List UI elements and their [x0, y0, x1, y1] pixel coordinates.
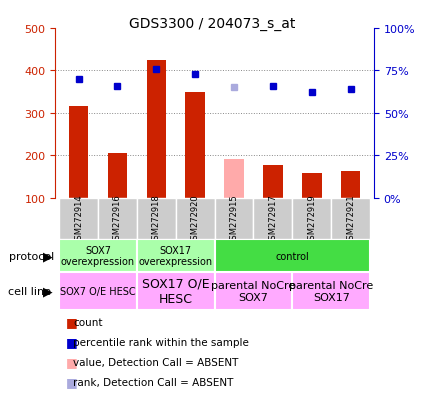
FancyBboxPatch shape	[137, 240, 215, 273]
Bar	[341, 171, 360, 198]
FancyBboxPatch shape	[215, 240, 370, 273]
Bar	[108, 154, 127, 198]
Text: parental NoCre
SOX7: parental NoCre SOX7	[211, 280, 296, 302]
FancyBboxPatch shape	[331, 198, 370, 240]
Bar	[224, 159, 244, 198]
Bar	[263, 165, 283, 198]
FancyBboxPatch shape	[137, 198, 176, 240]
Text: ■: ■	[66, 316, 78, 329]
Text: value, Detection Call = ABSENT: value, Detection Call = ABSENT	[73, 357, 238, 367]
Text: GSM272914: GSM272914	[74, 194, 83, 244]
Text: parental NoCre
SOX17: parental NoCre SOX17	[289, 280, 374, 302]
Text: SOX7
overexpression: SOX7 overexpression	[61, 245, 135, 267]
FancyBboxPatch shape	[215, 273, 292, 310]
FancyBboxPatch shape	[59, 273, 137, 310]
Text: ▶: ▶	[42, 285, 52, 298]
FancyBboxPatch shape	[98, 198, 137, 240]
Text: percentile rank within the sample: percentile rank within the sample	[73, 337, 249, 347]
Text: ■: ■	[66, 335, 78, 349]
Bar	[147, 61, 166, 198]
Bar	[185, 93, 205, 198]
Bar	[302, 174, 322, 198]
Text: rank, Detection Call = ABSENT: rank, Detection Call = ABSENT	[73, 377, 233, 387]
Text: ▶: ▶	[42, 249, 52, 263]
FancyBboxPatch shape	[59, 198, 98, 240]
Text: cell line: cell line	[8, 286, 51, 296]
Text: ■: ■	[66, 375, 78, 388]
FancyBboxPatch shape	[176, 198, 215, 240]
Text: SOX7 O/E HESC: SOX7 O/E HESC	[60, 286, 136, 296]
Text: GSM272917: GSM272917	[269, 194, 278, 244]
Text: ■: ■	[66, 355, 78, 368]
Text: count: count	[73, 317, 102, 327]
FancyBboxPatch shape	[215, 198, 253, 240]
Text: SOX17
overexpression: SOX17 overexpression	[139, 245, 213, 267]
Text: GDS3300 / 204073_s_at: GDS3300 / 204073_s_at	[129, 17, 296, 31]
FancyBboxPatch shape	[292, 198, 331, 240]
Bar	[69, 107, 88, 198]
Text: GSM272920: GSM272920	[191, 194, 200, 244]
FancyBboxPatch shape	[137, 273, 215, 310]
FancyBboxPatch shape	[292, 273, 370, 310]
Text: GSM272921: GSM272921	[346, 194, 355, 244]
Text: GSM272915: GSM272915	[230, 194, 238, 244]
Text: control: control	[275, 251, 309, 261]
FancyBboxPatch shape	[59, 240, 137, 273]
FancyBboxPatch shape	[253, 198, 292, 240]
Text: GSM272916: GSM272916	[113, 194, 122, 244]
Text: SOX17 O/E
HESC: SOX17 O/E HESC	[142, 277, 210, 305]
Text: protocol: protocol	[8, 251, 54, 261]
Text: GSM272918: GSM272918	[152, 194, 161, 244]
Text: GSM272919: GSM272919	[307, 194, 316, 244]
